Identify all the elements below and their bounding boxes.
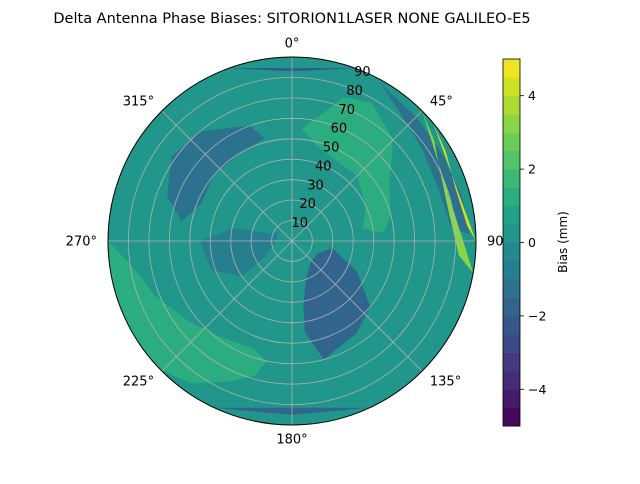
radial-tick-label: 10 — [292, 216, 309, 231]
region-w-low — [200, 228, 278, 277]
angle-tick-label: 0° — [285, 37, 300, 52]
angle-tick-label: 90 — [487, 235, 504, 250]
plot-border — [107, 56, 477, 426]
colorbar-tick-label: −4 — [528, 382, 546, 397]
colorbar-band — [503, 132, 520, 152]
radial-tick-label: 90 — [354, 65, 371, 80]
angle-tick-label: 135° — [430, 375, 461, 390]
polar-plot: 10 20 30 40 50 60 70 80 90 0° 45° 90 135° 180° 225° 27… — [66, 37, 504, 448]
colorbar-bands — [503, 59, 520, 427]
colorbar-band — [503, 114, 520, 133]
colorbar-band — [503, 95, 520, 115]
colorbar-band — [503, 205, 520, 225]
colorbar-label: Bias (mm) — [556, 211, 570, 273]
colorbar-band — [503, 187, 520, 207]
colorbar-band — [503, 315, 520, 335]
angle-gridline — [161, 240, 293, 372]
angle-gridline — [291, 110, 423, 242]
angle-tick-label: 315° — [123, 95, 154, 110]
region-nne-lobe — [301, 96, 394, 234]
radial-tick-label: 80 — [346, 84, 363, 99]
colorbar-tick-label: 4 — [528, 88, 536, 103]
colorbar-band — [503, 77, 520, 97]
radial-tick-label: 70 — [339, 103, 356, 118]
colorbar-band — [503, 297, 520, 317]
colorbar-band — [503, 150, 520, 170]
colorbar-band — [503, 224, 520, 243]
colorbar-band — [503, 407, 520, 427]
colorbar-band — [503, 370, 520, 390]
region-se-low — [303, 248, 371, 360]
colorbar-tick-label: 2 — [528, 162, 536, 177]
colorbar: −4 −2 0 2 4 Bias (mm) — [502, 58, 570, 427]
colorbar-band — [503, 279, 520, 298]
angle-gridline — [291, 240, 423, 372]
colorbar-band — [503, 59, 520, 78]
colorbar-tick-label: −2 — [528, 308, 546, 323]
angle-tick-label: 45° — [430, 95, 453, 110]
colorbar-tick-label: 0 — [528, 235, 536, 250]
chart-title: Delta Antenna Phase Biases: SITORION1LAS… — [53, 11, 530, 27]
region-ene-rim — [422, 110, 474, 274]
region-wsw-band — [108, 241, 267, 384]
radial-tick-label: 50 — [323, 141, 340, 156]
colorbar-band — [503, 260, 520, 280]
angle-tick-label: 180° — [276, 433, 307, 448]
angle-tick-label: 225° — [123, 375, 154, 390]
angle-tick-labels: 0° 45° 90 135° 180° 225° 270° 315° — [66, 37, 504, 448]
colorbar-ticks: −4 −2 0 2 4 — [520, 88, 546, 397]
angle-gridline — [161, 110, 293, 242]
colorbar-band — [503, 352, 520, 372]
colorbar-band — [503, 389, 520, 409]
polar-grid — [108, 57, 476, 425]
radial-tick-labels: 10 20 30 40 50 60 70 80 90 — [292, 65, 371, 231]
radial-tick-label: 40 — [315, 159, 332, 174]
radial-tick-label: 60 — [331, 122, 348, 137]
radial-tick-label: 20 — [299, 197, 316, 212]
region-nnw-band — [167, 125, 265, 222]
colorbar-band — [503, 169, 520, 188]
radial-tick-label: 30 — [307, 178, 324, 193]
region-ene-rim-peak — [433, 122, 476, 241]
colorbar-band — [503, 334, 520, 353]
colorbar-band — [503, 242, 520, 262]
angle-tick-label: 270° — [66, 235, 97, 250]
